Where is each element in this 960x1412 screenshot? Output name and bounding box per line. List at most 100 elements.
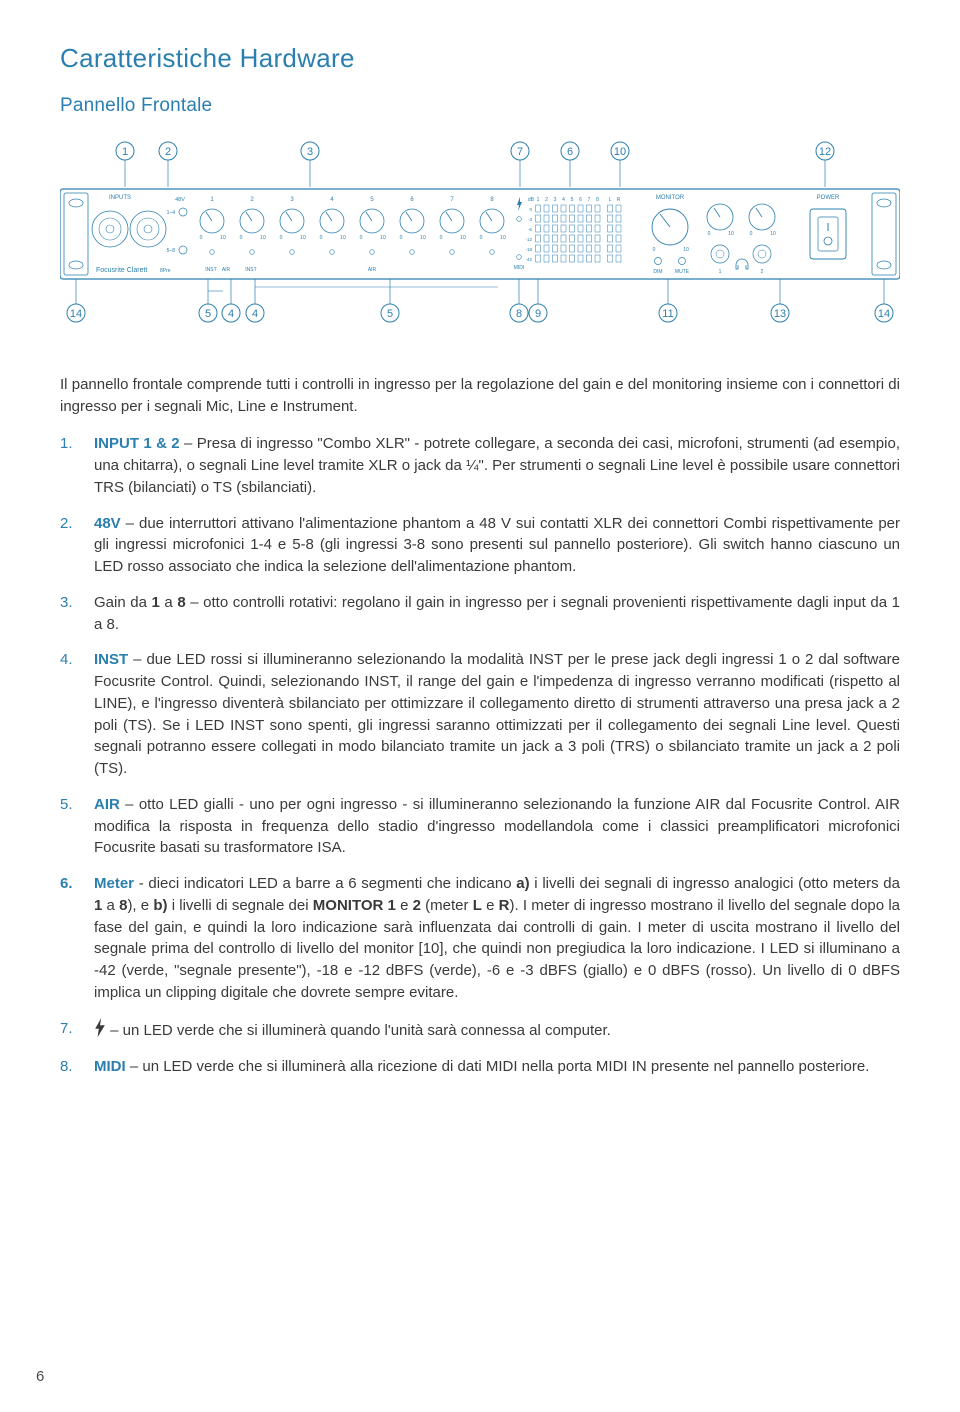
item-body: INPUT 1 & 2 – Presa di ingresso "Combo X… (94, 433, 900, 498)
svg-text:0: 0 (320, 235, 323, 241)
svg-text:1: 1 (719, 269, 722, 275)
svg-text:6: 6 (567, 146, 573, 158)
svg-text:10: 10 (728, 231, 734, 237)
svg-text:4: 4 (252, 308, 258, 320)
svg-text:INPUTS: INPUTS (109, 195, 131, 201)
svg-text:POWER: POWER (817, 195, 840, 201)
svg-text:1: 1 (210, 197, 214, 203)
item-body: AIR – otto LED gialli - uno per ogni ing… (94, 794, 900, 859)
svg-text:4: 4 (228, 308, 234, 320)
item-keyword: 48V (94, 515, 121, 532)
item-number: 6. (60, 873, 94, 1004)
intro-paragraph: Il pannello frontale comprende tutti i c… (60, 374, 900, 418)
feature-list: 1.INPUT 1 & 2 – Presa di ingresso "Combo… (60, 433, 900, 1077)
svg-text:10: 10 (300, 235, 306, 241)
svg-text:5: 5 (370, 197, 374, 203)
feature-item: 7. – un LED verde che si illuminerà quan… (60, 1018, 900, 1042)
svg-text:10: 10 (683, 247, 689, 253)
svg-text:14: 14 (878, 308, 890, 320)
item-keyword: AIR (94, 796, 120, 813)
item-keyword: INPUT 1 & 2 (94, 435, 180, 452)
item-body: MIDI – un LED verde che si illuminerà al… (94, 1056, 900, 1078)
svg-text:-42: -42 (525, 257, 532, 262)
svg-text:MONITOR: MONITOR (656, 195, 685, 201)
front-panel-diagram: 123761012INPUTS48V1–45–8Focusrite Claret… (60, 139, 900, 346)
item-number: 8. (60, 1056, 94, 1078)
feature-item: 2.48V – due interruttori attivano l'alim… (60, 513, 900, 578)
feature-item: 1.INPUT 1 & 2 – Presa di ingresso "Combo… (60, 433, 900, 498)
svg-text:1: 1 (537, 197, 540, 203)
svg-text:0: 0 (240, 235, 243, 241)
svg-text:8: 8 (490, 197, 494, 203)
svg-text:8Pre: 8Pre (160, 268, 171, 274)
svg-text:48V: 48V (175, 197, 185, 203)
svg-text:5: 5 (205, 308, 211, 320)
svg-text:R: R (617, 197, 621, 203)
svg-text:AIR: AIR (368, 267, 377, 273)
svg-text:2: 2 (250, 197, 254, 203)
svg-text:dB: dB (528, 197, 535, 203)
svg-text:10: 10 (500, 235, 506, 241)
svg-text:6: 6 (579, 197, 582, 203)
svg-text:-12: -12 (525, 237, 532, 242)
section-title: Pannello Frontale (60, 92, 900, 120)
svg-text:7: 7 (588, 197, 591, 203)
item-number: 2. (60, 513, 94, 578)
svg-text:5: 5 (571, 197, 574, 203)
item-body: INST – due LED rossi si illumineranno se… (94, 649, 900, 780)
svg-text:-3: -3 (528, 217, 532, 222)
svg-text:13: 13 (774, 308, 786, 320)
bolt-icon (94, 1018, 106, 1037)
item-body: 48V – due interruttori attivano l'alimen… (94, 513, 900, 578)
svg-text:10: 10 (260, 235, 266, 241)
feature-item: 3.Gain da 1 a 8 – otto controlli rotativ… (60, 592, 900, 636)
svg-text:4: 4 (330, 197, 334, 203)
svg-text:7: 7 (450, 197, 454, 203)
item-keyword: Meter (94, 875, 134, 892)
svg-text:8: 8 (596, 197, 599, 203)
svg-text:14: 14 (70, 308, 82, 320)
svg-text:INST: INST (245, 267, 256, 273)
item-number: 3. (60, 592, 94, 636)
svg-text:10: 10 (614, 146, 626, 158)
feature-item: 6.Meter - dieci indicatori LED a barre a… (60, 873, 900, 1004)
svg-text:10: 10 (380, 235, 386, 241)
svg-text:Focusrite Clarett: Focusrite Clarett (96, 267, 147, 274)
svg-text:0: 0 (653, 247, 656, 253)
svg-text:10: 10 (220, 235, 226, 241)
svg-text:3: 3 (290, 197, 294, 203)
page-number: 6 (36, 1366, 44, 1388)
svg-text:0: 0 (480, 235, 483, 241)
svg-text:0: 0 (708, 231, 711, 237)
svg-text:2: 2 (545, 197, 548, 203)
svg-text:7: 7 (517, 146, 523, 158)
svg-text:1: 1 (122, 146, 128, 158)
svg-text:0: 0 (200, 235, 203, 241)
item-body: Meter - dieci indicatori LED a barre a 6… (94, 873, 900, 1004)
item-number: 7. (60, 1018, 94, 1042)
item-body: – un LED verde che si illuminerà quando … (94, 1018, 900, 1042)
svg-text:5–8: 5–8 (167, 248, 176, 254)
item-number: 5. (60, 794, 94, 859)
svg-text:0: 0 (360, 235, 363, 241)
svg-text:0: 0 (750, 231, 753, 237)
feature-item: 4.INST – due LED rossi si illumineranno … (60, 649, 900, 780)
item-number: 1. (60, 433, 94, 498)
feature-item: 8.MIDI – un LED verde che si illuminerà … (60, 1056, 900, 1078)
svg-text:3: 3 (307, 146, 313, 158)
svg-text:5: 5 (387, 308, 393, 320)
svg-text:10: 10 (770, 231, 776, 237)
svg-text:-18: -18 (525, 247, 532, 252)
svg-text:MIDI: MIDI (514, 265, 525, 271)
svg-text:L: L (609, 197, 612, 203)
page-title: Caratteristiche Hardware (60, 40, 900, 78)
feature-item: 5.AIR – otto LED gialli - uno per ogni i… (60, 794, 900, 859)
svg-text:8: 8 (516, 308, 522, 320)
svg-text:0: 0 (440, 235, 443, 241)
item-number: 4. (60, 649, 94, 780)
svg-text:AIR: AIR (222, 267, 231, 273)
svg-text:-6: -6 (528, 227, 532, 232)
svg-text:10: 10 (460, 235, 466, 241)
svg-text:INST: INST (205, 267, 216, 273)
item-body: Gain da 1 a 8 – otto controlli rotativi:… (94, 592, 900, 636)
